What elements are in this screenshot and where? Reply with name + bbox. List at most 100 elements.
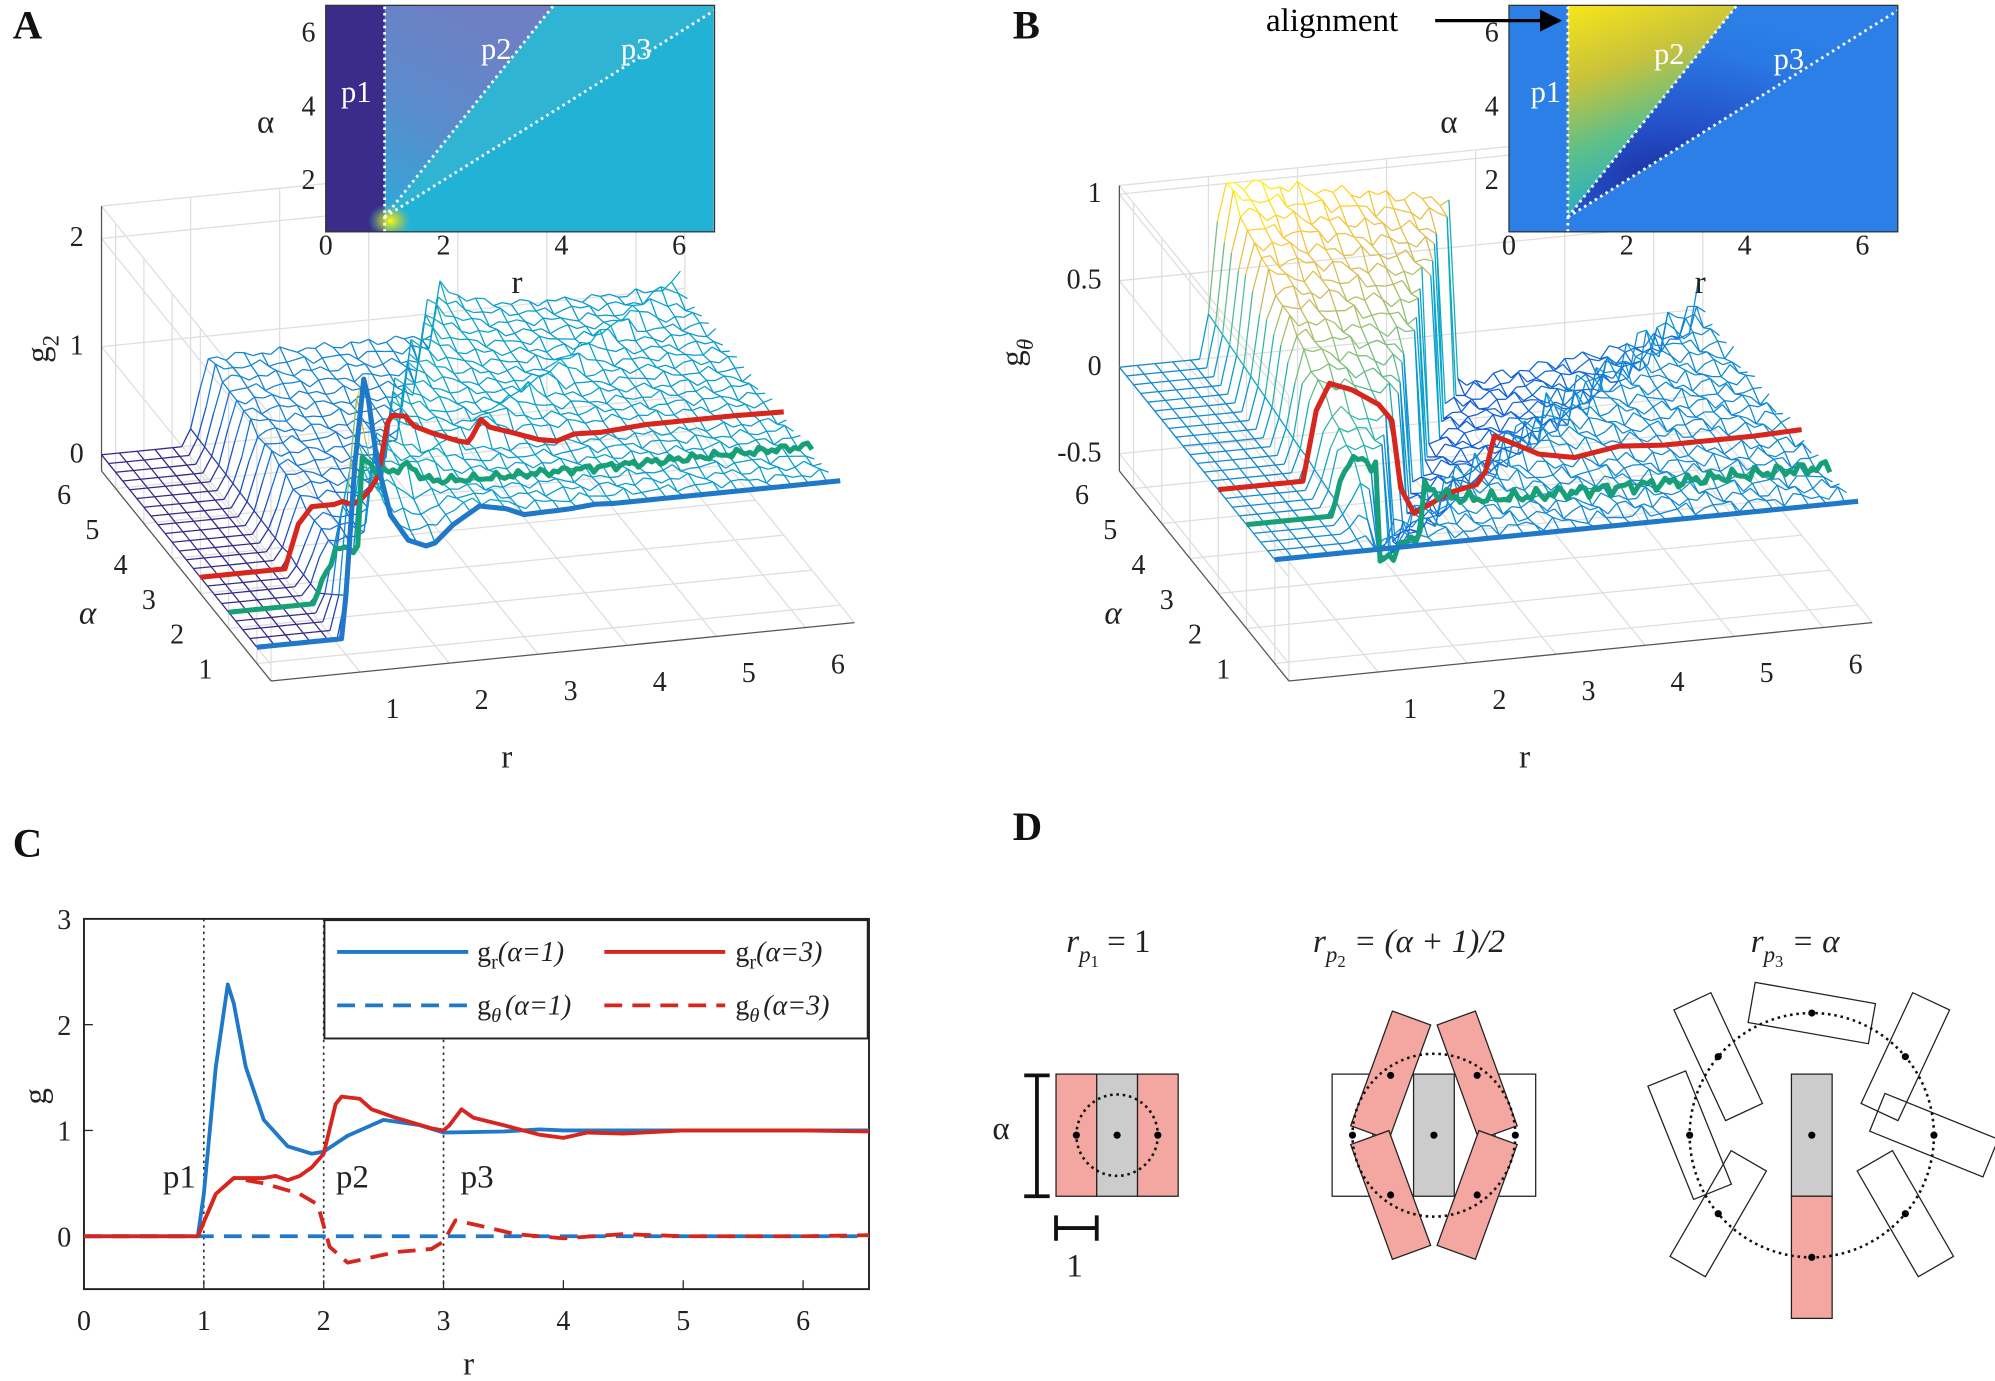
mesh-segment xyxy=(1214,413,1223,424)
mesh-segment xyxy=(1302,291,1312,296)
d-title-p2: rp2 = (α + 1)/2 xyxy=(1313,924,1505,971)
panel-c-xlabel: r xyxy=(463,1346,474,1381)
t-rhs: = α xyxy=(1783,924,1840,960)
mesh-segment xyxy=(617,339,627,343)
mesh-segment xyxy=(1690,394,1700,397)
mesh-segment xyxy=(314,401,323,418)
mesh-segment xyxy=(651,286,662,294)
mesh-segment xyxy=(474,396,485,404)
mesh-segment xyxy=(1723,491,1734,503)
mesh-segment xyxy=(1580,504,1591,511)
mesh-segment xyxy=(152,504,162,508)
mesh-segment xyxy=(332,403,341,409)
mesh-segment xyxy=(1823,476,1833,483)
mesh-segment xyxy=(677,440,686,451)
mesh-segment xyxy=(1400,227,1409,243)
mesh-segment xyxy=(368,338,377,352)
mesh-segment xyxy=(553,309,564,316)
mesh-segment xyxy=(1260,541,1269,552)
mesh-segment xyxy=(1516,468,1526,491)
mesh-segment xyxy=(1329,215,1339,222)
mesh-segment xyxy=(446,356,455,374)
mesh-segment xyxy=(1427,530,1438,538)
mesh-segment xyxy=(1695,411,1706,418)
mesh-segment xyxy=(1257,512,1267,515)
mesh-segment xyxy=(1374,439,1383,446)
mesh-segment xyxy=(1213,334,1224,377)
mesh-segment xyxy=(322,355,332,359)
mesh-segment xyxy=(1652,355,1662,370)
mesh-segment xyxy=(732,376,743,383)
mesh-segment xyxy=(488,466,498,472)
mesh-segment xyxy=(184,473,195,476)
mesh-segment xyxy=(535,307,546,312)
mesh-segment xyxy=(218,429,229,466)
mesh-segment xyxy=(1382,374,1392,378)
mesh-segment xyxy=(508,394,519,403)
mesh-segment xyxy=(285,587,294,597)
mesh-segment xyxy=(1239,420,1248,431)
mesh-segment xyxy=(1250,199,1261,204)
mesh-segment xyxy=(1651,417,1661,422)
mesh-segment xyxy=(1720,465,1730,473)
mesh-segment xyxy=(671,464,682,472)
mesh-segment xyxy=(1383,353,1394,366)
mesh-segment xyxy=(150,515,159,526)
mesh-segment xyxy=(197,437,206,448)
mesh-segment xyxy=(511,482,521,485)
mesh-segment xyxy=(773,437,784,446)
mesh-segment xyxy=(1510,369,1521,379)
mesh-segment xyxy=(1234,448,1244,451)
mesh-segment xyxy=(205,363,217,406)
mesh-segment xyxy=(200,481,210,484)
highlighted-curve-alpha-3 xyxy=(1217,380,1802,516)
mesh-segment xyxy=(1179,417,1188,428)
mesh-segment xyxy=(543,448,554,457)
mesh-segment xyxy=(1351,323,1362,329)
mesh-segment xyxy=(225,535,235,538)
mesh-segment xyxy=(1605,359,1615,366)
mesh-segment xyxy=(1640,374,1650,378)
mesh-segment xyxy=(488,371,497,381)
mesh-segment xyxy=(1228,477,1238,480)
mesh-segment xyxy=(1374,434,1385,442)
mesh-segment xyxy=(529,375,540,385)
mesh-segment xyxy=(292,485,303,490)
mesh-segment xyxy=(1638,385,1649,396)
mesh-segment xyxy=(1580,456,1590,472)
mesh-segment xyxy=(1314,262,1323,281)
mesh-segment xyxy=(1405,249,1416,263)
mesh-segment xyxy=(1400,219,1411,229)
mesh-segment xyxy=(482,489,493,495)
mesh-segment xyxy=(1207,405,1216,415)
mesh-segment xyxy=(1809,454,1819,459)
mesh-segment xyxy=(492,448,500,454)
mesh-segment xyxy=(1747,417,1757,425)
mesh-segment xyxy=(1331,405,1342,418)
mesh-segment xyxy=(1325,249,1334,262)
mesh-segment xyxy=(468,418,479,431)
mesh-segment xyxy=(444,468,454,472)
mesh-segment xyxy=(1554,508,1564,520)
mesh-segment xyxy=(1349,335,1360,350)
mesh-segment xyxy=(222,374,232,383)
mesh-segment xyxy=(666,444,677,453)
mesh-segment xyxy=(1259,455,1269,458)
mesh-segment xyxy=(428,350,437,367)
mesh-segment xyxy=(428,349,439,362)
mesh-segment xyxy=(1635,351,1645,358)
mesh-segment xyxy=(331,515,340,526)
mesh-segment xyxy=(275,427,284,444)
mesh-segment xyxy=(420,508,431,515)
mesh-segment xyxy=(766,430,775,445)
mesh-segment xyxy=(1748,446,1759,460)
mesh-segment xyxy=(1528,400,1539,412)
mesh-segment xyxy=(1250,199,1259,213)
mesh-segment xyxy=(1218,393,1228,396)
mesh-segment xyxy=(748,433,757,441)
mesh-segment xyxy=(1460,400,1471,413)
mesh-segment xyxy=(1732,439,1743,449)
floor-grid-line xyxy=(546,426,717,637)
mesh-segment xyxy=(492,349,503,357)
mesh-segment xyxy=(542,369,551,373)
